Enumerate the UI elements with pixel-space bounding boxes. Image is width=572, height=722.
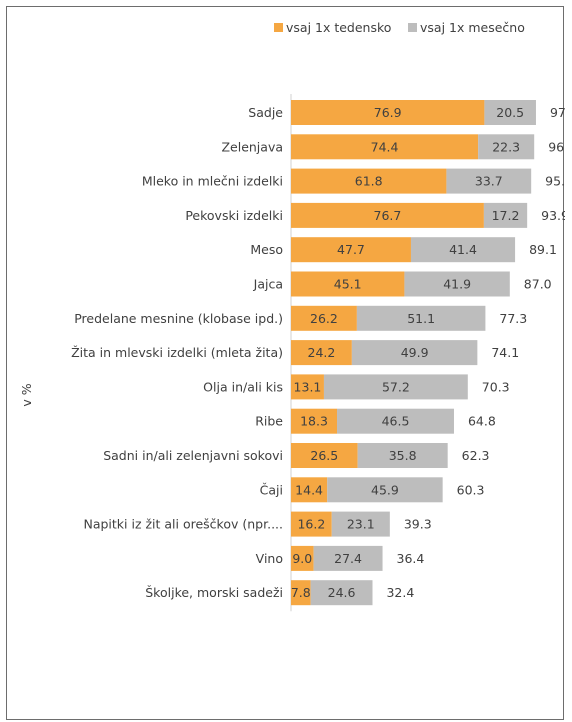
bar-chart: vsaj 1x tedensko vsaj 1x mesečno v % Sadje 7… bbox=[19, 20, 565, 612]
data-label-monthly: 23.1 bbox=[347, 517, 375, 532]
data-label-monthly: 20.5 bbox=[496, 105, 524, 120]
category-label: Mleko in mlečni izdelki bbox=[142, 174, 283, 189]
bar-monthly bbox=[483, 202, 528, 228]
data-label-total: 93.9 bbox=[541, 208, 565, 223]
bar-monthly bbox=[410, 237, 516, 263]
data-label-weekly: 45.1 bbox=[334, 277, 362, 292]
data-label-weekly: 16.2 bbox=[297, 517, 325, 532]
category-label: Čaji bbox=[260, 482, 283, 497]
chart-frame: vsaj 1x tedensko vsaj 1x mesečno v % Sadje 7… bbox=[6, 6, 565, 720]
bar-monthly bbox=[331, 511, 390, 537]
data-label-weekly: 24.2 bbox=[308, 345, 336, 360]
bar-weekly bbox=[291, 202, 484, 228]
bar-monthly bbox=[327, 477, 443, 503]
bar-monthly bbox=[484, 100, 536, 125]
bar-monthly bbox=[337, 408, 454, 434]
category-label: Sadje bbox=[248, 105, 283, 120]
category-label: Jajca bbox=[253, 277, 283, 292]
category-label: Žita in mlevski izdelki (mleta žita) bbox=[71, 345, 283, 360]
bar-monthly bbox=[310, 580, 373, 606]
data-label-total: 64.8 bbox=[468, 414, 496, 429]
data-label-total: 39.3 bbox=[404, 517, 432, 532]
data-label-weekly: 26.5 bbox=[310, 448, 338, 463]
bar-weekly bbox=[291, 511, 332, 537]
bar-weekly bbox=[291, 443, 358, 468]
bar-weekly bbox=[291, 545, 314, 571]
data-label-total: 74.1 bbox=[491, 345, 519, 360]
data-label-monthly: 41.9 bbox=[443, 277, 471, 292]
category-label: Ribe bbox=[255, 414, 283, 429]
data-label-total: 60.3 bbox=[457, 482, 485, 497]
data-label-monthly: 27.4 bbox=[334, 551, 362, 566]
bar-weekly bbox=[291, 477, 328, 503]
data-label-weekly: 7.8 bbox=[291, 585, 311, 600]
bar-weekly bbox=[291, 408, 338, 434]
data-label-weekly: 47.7 bbox=[337, 242, 365, 257]
data-label-monthly: 46.5 bbox=[382, 414, 410, 429]
data-label-weekly: 13.1 bbox=[294, 379, 322, 394]
data-label-total: 89.1 bbox=[529, 242, 557, 257]
data-label-monthly: 22.3 bbox=[492, 139, 520, 154]
category-label: Predelane mesnine (klobase ipd.) bbox=[74, 311, 283, 326]
bar-weekly bbox=[291, 168, 447, 194]
bar-weekly bbox=[291, 374, 324, 400]
bar-weekly bbox=[291, 305, 357, 331]
legend-label-1: vsaj 1x tedensko bbox=[286, 20, 391, 35]
data-label-total: 87.0 bbox=[524, 277, 552, 292]
data-label-weekly: 14.4 bbox=[295, 482, 323, 497]
data-label-monthly: 17.2 bbox=[492, 208, 520, 223]
data-label-total: 97.4 bbox=[550, 105, 565, 120]
bar-weekly bbox=[291, 580, 311, 606]
bar-weekly bbox=[291, 100, 485, 125]
y-axis-title: v % bbox=[19, 383, 34, 406]
category-label: Zelenjava bbox=[221, 139, 283, 154]
category-label: Pekovski izdelki bbox=[185, 208, 283, 223]
bar-monthly bbox=[478, 134, 535, 160]
data-label-monthly: 45.9 bbox=[371, 482, 399, 497]
bar-weekly bbox=[291, 340, 352, 366]
data-label-weekly: 9.0 bbox=[292, 551, 312, 566]
bar-monthly bbox=[446, 168, 532, 194]
data-label-monthly: 41.4 bbox=[449, 242, 477, 257]
bar-monthly bbox=[356, 305, 486, 331]
bar-monthly bbox=[323, 374, 468, 400]
data-label-total: 62.3 bbox=[462, 448, 490, 463]
data-label-monthly: 51.1 bbox=[407, 311, 435, 326]
data-label-monthly: 35.8 bbox=[389, 448, 417, 463]
bar-monthly bbox=[351, 340, 478, 366]
category-label: Vino bbox=[256, 551, 283, 566]
data-label-total: 70.3 bbox=[482, 379, 510, 394]
data-label-total: 77.3 bbox=[499, 311, 527, 326]
category-label: Školjke, morski sadeži bbox=[145, 585, 283, 600]
data-label-total: 36.4 bbox=[397, 551, 425, 566]
data-label-total: 95.5 bbox=[545, 174, 565, 189]
category-label: Olja in/ali kis bbox=[203, 379, 283, 394]
legend-label-2: vsaj 1x mesečno bbox=[420, 20, 525, 35]
data-label-weekly: 74.4 bbox=[371, 139, 399, 154]
category-label: Napitki iz žit ali oreščkov (npr.... bbox=[83, 517, 283, 532]
data-label-total: 96.7 bbox=[548, 139, 565, 154]
legend-swatch-2 bbox=[408, 23, 417, 32]
bar-monthly bbox=[404, 271, 510, 297]
bar-monthly bbox=[313, 545, 383, 571]
bar-weekly bbox=[291, 237, 411, 263]
category-label: Meso bbox=[250, 242, 283, 257]
data-label-weekly: 26.2 bbox=[310, 311, 338, 326]
bar-weekly bbox=[291, 271, 405, 297]
legend-swatch-1 bbox=[274, 23, 283, 32]
bar-monthly bbox=[357, 443, 448, 468]
data-label-total: 32.4 bbox=[386, 585, 414, 600]
data-label-monthly: 33.7 bbox=[475, 174, 503, 189]
data-label-monthly: 49.9 bbox=[401, 345, 429, 360]
data-label-monthly: 24.6 bbox=[328, 585, 356, 600]
bar-weekly bbox=[291, 134, 479, 160]
data-label-weekly: 61.8 bbox=[355, 174, 383, 189]
data-label-weekly: 18.3 bbox=[300, 414, 328, 429]
data-label-weekly: 76.7 bbox=[374, 208, 402, 223]
data-label-monthly: 57.2 bbox=[382, 379, 410, 394]
data-label-weekly: 76.9 bbox=[374, 105, 402, 120]
category-label: Sadni in/ali zelenjavni sokovi bbox=[103, 448, 283, 463]
